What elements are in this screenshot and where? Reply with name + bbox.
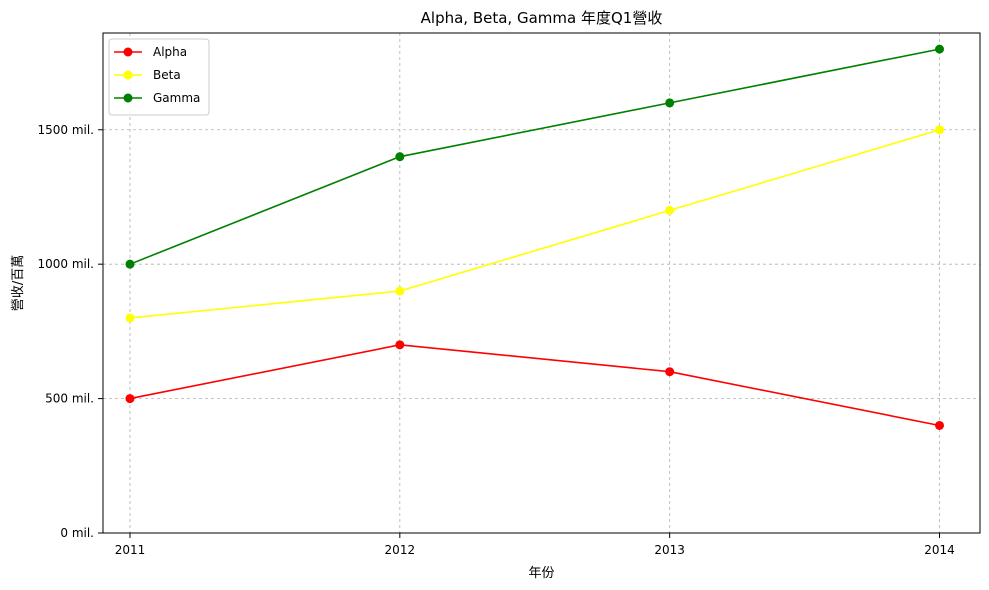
legend-label: Beta bbox=[153, 68, 181, 82]
data-point bbox=[935, 125, 945, 135]
data-point bbox=[935, 44, 945, 54]
y-axis-label: 營收/百萬 bbox=[11, 255, 26, 311]
data-point bbox=[665, 205, 675, 215]
chart-title: Alpha, Beta, Gamma 年度Q1營收 bbox=[421, 9, 663, 27]
y-axis-ticks: 0 mil. 500 mil. 1000 mil. 1500 mil. bbox=[37, 123, 103, 540]
legend-item-alpha: Alpha bbox=[114, 45, 187, 59]
legend-item-beta: Beta bbox=[114, 68, 181, 82]
series-alpha bbox=[125, 340, 945, 430]
data-point bbox=[125, 394, 135, 404]
series-line bbox=[129, 129, 940, 319]
series-line bbox=[129, 344, 940, 427]
y-tick-label: 1000 mil. bbox=[37, 257, 94, 271]
legend-label: Alpha bbox=[153, 45, 187, 59]
data-point bbox=[665, 98, 675, 108]
plot-frame bbox=[102, 32, 981, 534]
x-tick-label: 2014 bbox=[924, 543, 955, 557]
data-point bbox=[395, 286, 405, 296]
legend-marker bbox=[123, 93, 133, 103]
data-point bbox=[395, 152, 405, 162]
series-gamma bbox=[125, 44, 945, 269]
legend: Alpha Beta Gamma bbox=[108, 38, 210, 116]
legend-marker bbox=[123, 47, 133, 57]
y-tick-label: 500 mil. bbox=[45, 392, 94, 406]
legend-marker bbox=[123, 70, 133, 80]
y-tick-label: 1500 mil. bbox=[37, 123, 94, 137]
legend-label: Gamma bbox=[153, 91, 200, 105]
x-tick-label: 2012 bbox=[385, 543, 416, 557]
data-point bbox=[665, 367, 675, 377]
x-axis-ticks: 2011 2012 2013 2014 bbox=[115, 533, 955, 557]
legend-item-gamma: Gamma bbox=[114, 91, 200, 105]
legend-box bbox=[108, 38, 210, 116]
x-axis-label: 年份 bbox=[528, 566, 554, 581]
x-tick-label: 2011 bbox=[115, 543, 146, 557]
grid bbox=[103, 33, 980, 534]
y-tick-label: 0 mil. bbox=[60, 526, 94, 540]
data-point bbox=[125, 313, 135, 323]
data-point bbox=[395, 340, 405, 350]
series-beta bbox=[125, 125, 945, 323]
data-point bbox=[935, 420, 945, 430]
data-point bbox=[125, 259, 135, 269]
series-layer bbox=[125, 44, 945, 430]
series-line bbox=[129, 48, 940, 265]
x-tick-label: 2013 bbox=[654, 543, 685, 557]
